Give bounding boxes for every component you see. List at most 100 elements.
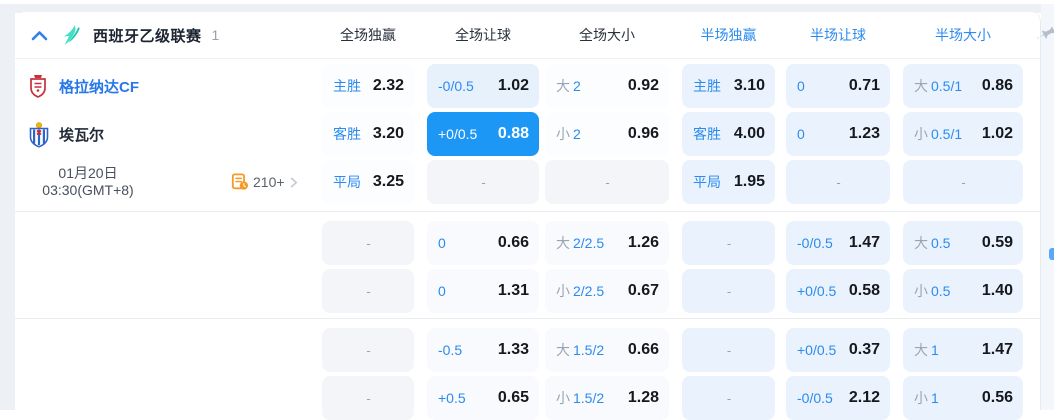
odds-value: 0.86 — [981, 77, 1013, 94]
odds-cell-ft-handicap-alt[interactable]: +0.5 0.65 — [427, 376, 539, 420]
odds-value: 3.20 — [372, 125, 404, 142]
column-header-ft-1x2[interactable]: 全场独赢 — [340, 27, 396, 43]
empty-odds: - — [961, 174, 966, 190]
odds-cell-ft-over[interactable]: 大 2 0.92 — [545, 64, 669, 108]
handicap-line: 0 — [797, 78, 805, 94]
match-date: 01月20日 — [58, 165, 118, 181]
odds-cell-empty: - — [322, 269, 414, 313]
odds-cell-ft-handicap-alt[interactable]: -0.5 1.33 — [427, 328, 539, 372]
ou-line: 小 0.5/1 — [914, 124, 962, 144]
odds-cell-ft-handicap-home[interactable]: -0/0.5 1.02 — [427, 64, 539, 108]
odds-cell-ht-under-alt[interactable]: 小 1 0.56 — [903, 376, 1023, 420]
odds-value: 0.58 — [848, 282, 880, 299]
ou-value-line: 1.5/2 — [573, 390, 605, 406]
odds-cell-ht-over-alt[interactable]: 大 1 1.47 — [903, 328, 1023, 372]
league-name: 西班牙乙级联赛 — [93, 27, 202, 45]
handicap-line: 0 — [438, 235, 446, 251]
odds-cell-ht-handicap-alt[interactable]: +0/0.5 0.58 — [786, 269, 890, 313]
ou-prefix: 大 — [914, 235, 928, 251]
handicap-line: -0/0.5 — [797, 235, 833, 251]
home-team-row[interactable]: 格拉纳达CF — [28, 64, 139, 108]
more-odds-link[interactable]: 210+ — [231, 160, 300, 204]
ou-prefix: 小 — [556, 283, 570, 299]
odds-value: 0.66 — [627, 341, 659, 358]
column-header-ft-handicap[interactable]: 全场让球 — [455, 27, 511, 43]
ou-value-line: 0.5 — [931, 283, 951, 299]
league-odds-panel: 西班牙乙级联赛 1 全场独赢 全场让球 全场大小 半场独赢 半场让球 半场大小 … — [15, 12, 1041, 420]
column-header-ht-handicap[interactable]: 半场让球 — [810, 27, 866, 43]
odds-cell-ft1x2-draw[interactable]: 平局 3.25 — [322, 160, 414, 204]
odds-cell-ft-under-alt[interactable]: 小 2/2.5 0.67 — [545, 269, 669, 313]
empty-odds: - — [836, 174, 841, 190]
ou-line: 小 1.5/2 — [556, 388, 604, 408]
ou-line: 大 0.5/1 — [914, 76, 962, 96]
odds-cell-ft-under-alt[interactable]: 小 1.5/2 1.28 — [545, 376, 669, 420]
empty-odds: - — [366, 235, 371, 251]
odds-cell-ht1x2-draw[interactable]: 平局 1.95 — [682, 160, 775, 204]
odds-cell-ft-handicap-alt[interactable]: 0 0.66 — [427, 221, 539, 265]
odds-cell-ht-handicap-home[interactable]: 0 0.71 — [786, 64, 890, 108]
odds-value: 0.56 — [981, 389, 1013, 406]
odds-cell-empty: - — [903, 160, 1023, 204]
page-gutter-right — [1041, 4, 1054, 410]
odds-value: 2.32 — [372, 77, 404, 94]
ou-line: 大 0.5 — [914, 233, 950, 253]
odds-cell-ht-under[interactable]: 小 0.5/1 1.02 — [903, 112, 1023, 156]
empty-odds: - — [726, 342, 732, 358]
odds-cell-ft-under[interactable]: 小 2 0.96 — [545, 112, 669, 156]
odds-cell-ht-over[interactable]: 大 0.5/1 0.86 — [903, 64, 1023, 108]
odds-value: 0.66 — [497, 234, 529, 251]
odds-cell-ht1x2-away[interactable]: 客胜 4.00 — [682, 112, 775, 156]
odds-cell-ht-over-alt[interactable]: 大 0.5 0.59 — [903, 221, 1023, 265]
odds-value: 1.02 — [981, 125, 1013, 142]
away-team-name: 埃瓦尔 — [59, 126, 105, 144]
odds-value: 1.31 — [497, 282, 529, 299]
odds-cell-ft-handicap-away-selected[interactable]: +0/0.5 0.88 — [427, 112, 539, 156]
odds-label: 客胜 — [693, 126, 721, 142]
ou-prefix: 小 — [556, 126, 570, 142]
column-header-ht-overunder[interactable]: 半场大小 — [935, 27, 991, 43]
column-header-ht-1x2[interactable]: 半场独赢 — [700, 27, 757, 43]
empty-odds: - — [366, 342, 371, 358]
odds-cell-ht-under-alt[interactable]: 小 0.5 1.40 — [903, 269, 1023, 313]
collapse-button[interactable] — [28, 24, 50, 46]
odds-value: 1.95 — [733, 173, 765, 190]
odds-cell-ft1x2-home[interactable]: 主胜 2.32 — [322, 64, 414, 108]
odds-value: 0.92 — [627, 77, 659, 94]
ou-line: 大 2/2.5 — [556, 233, 604, 253]
more-odds-count: 210+ — [253, 174, 285, 190]
odds-value: 0.59 — [981, 234, 1013, 251]
odds-value: 0.96 — [627, 125, 659, 142]
ou-prefix: 大 — [914, 342, 928, 358]
handicap-line: +0/0.5 — [438, 126, 478, 142]
ou-prefix: 小 — [914, 126, 928, 142]
odds-cell-empty: - — [786, 160, 890, 204]
eibar-crest-icon — [28, 121, 50, 148]
odds-value: 0.67 — [627, 282, 659, 299]
away-team-row[interactable]: 埃瓦尔 — [28, 112, 104, 156]
odds-cell-empty: - — [682, 269, 775, 313]
pin-league-button[interactable] — [1033, 20, 1054, 46]
odds-value: 1.02 — [497, 77, 529, 94]
odds-cell-ft-handicap-alt[interactable]: 0 1.31 — [427, 269, 539, 313]
odds-cell-ht-handicap-alt[interactable]: -0/0.5 1.47 — [786, 221, 890, 265]
odds-cell-ft1x2-away[interactable]: 客胜 3.20 — [322, 112, 414, 156]
ou-value-line: 2/2.5 — [573, 235, 605, 251]
odds-history-icon — [231, 173, 249, 191]
section-divider — [15, 211, 1040, 212]
odds-cell-ft-over-alt[interactable]: 大 2/2.5 1.26 — [545, 221, 669, 265]
odds-cell-ht-handicap-away[interactable]: 0 1.23 — [786, 112, 890, 156]
empty-odds: - — [605, 174, 610, 190]
odds-value: 1.26 — [627, 234, 659, 251]
odds-cell-ft-over-alt[interactable]: 大 1.5/2 0.66 — [545, 328, 669, 372]
odds-cell-ht-handicap-alt[interactable]: +0/0.5 0.37 — [786, 328, 890, 372]
odds-cell-ht1x2-home[interactable]: 主胜 3.10 — [682, 64, 775, 108]
odds-cell-ht-handicap-alt[interactable]: -0/0.5 2.12 — [786, 376, 890, 420]
odds-cell-empty: - — [682, 328, 775, 372]
odds-value: 3.10 — [733, 77, 765, 94]
odds-cell-empty: - — [427, 160, 539, 204]
scroll-indicator[interactable] — [1049, 248, 1054, 260]
column-header-ft-overunder[interactable]: 全场大小 — [579, 27, 635, 43]
